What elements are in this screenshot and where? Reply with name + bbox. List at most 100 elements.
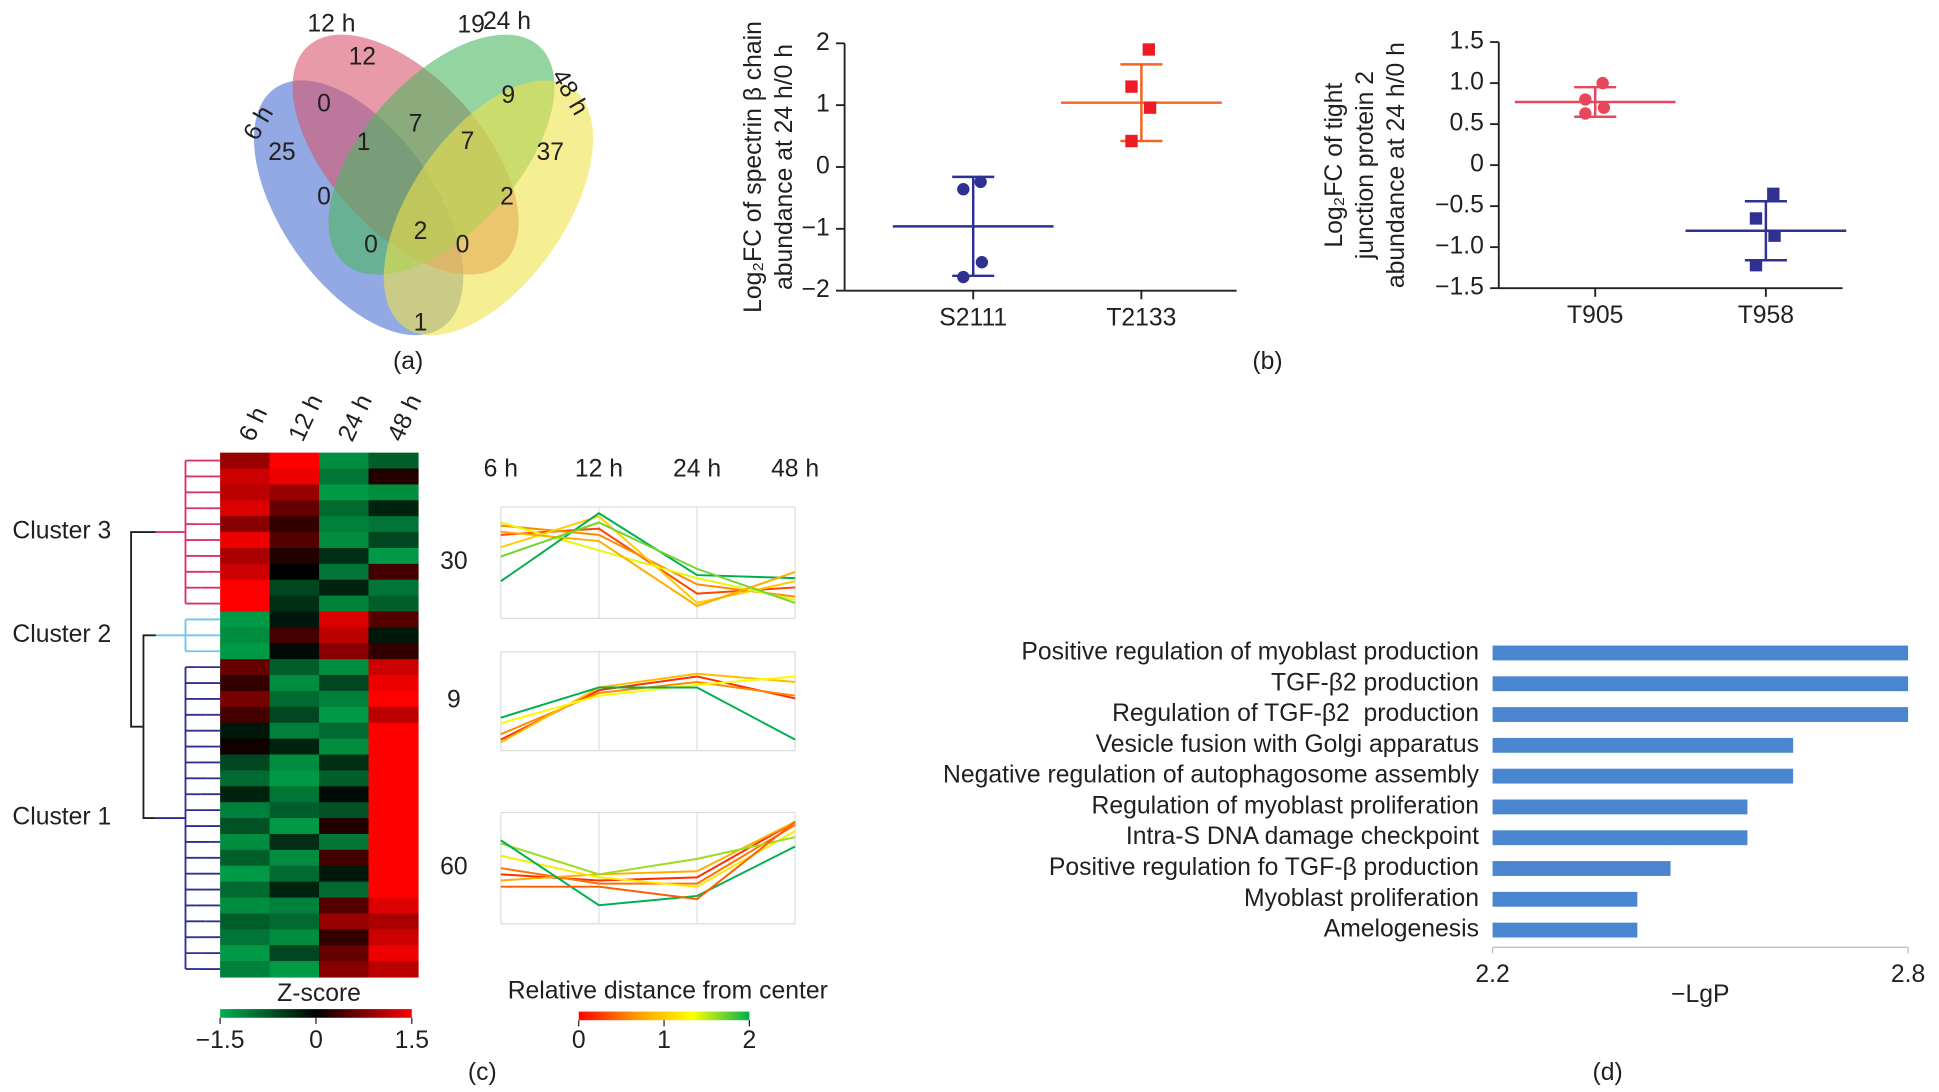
heatmap-cell: [368, 818, 419, 835]
category-label: Negative regulation of autophagosome ass…: [943, 762, 1480, 789]
heatmap-cell: [368, 452, 419, 470]
heatmap-cell: [269, 532, 320, 549]
data-point: [1767, 187, 1780, 201]
heatmap-cell: [269, 738, 320, 756]
heatmap-cell: [368, 786, 419, 803]
heatmap-cell: [220, 881, 271, 899]
heatmap-cell: [220, 706, 271, 724]
region-count: 1: [357, 129, 371, 156]
profile-line: [500, 521, 796, 604]
heatmap-cell: [269, 579, 320, 597]
data-point: [1125, 134, 1138, 148]
heatmap-cell: [220, 611, 271, 629]
x-tick-label: S2111: [939, 305, 1007, 332]
region-count: 2: [414, 218, 428, 245]
heatmap-cell: [319, 690, 370, 708]
bar: [1492, 891, 1638, 907]
data-point: [1597, 101, 1611, 114]
heatmap-cell: [319, 865, 370, 883]
heatmap-cell: [368, 849, 419, 867]
heatmap-cell: [368, 897, 419, 915]
profile-line: [500, 820, 796, 901]
heatmap-cell: [269, 611, 320, 629]
column-label: 24 h: [333, 391, 378, 446]
heatmap-cell: [269, 675, 320, 692]
panel-label: (a): [393, 348, 423, 375]
heatmap-cell: [220, 659, 271, 676]
heatmap-cell: [220, 516, 271, 533]
heatmap-cell: [220, 833, 271, 851]
heatmap-cell: [368, 706, 419, 724]
category-label: Vesicle fusion with Golgi apparatus: [1096, 731, 1479, 758]
heatmap-cell: [319, 452, 370, 470]
column-label: 48 h: [383, 391, 428, 446]
category-label: Positive regulation fo TGF-β production: [1049, 854, 1479, 881]
y-tick-label: −1.5: [1435, 274, 1484, 301]
data-point: [1596, 76, 1609, 90]
column-label: 12 h: [284, 391, 329, 446]
heatmap-cell: [319, 706, 370, 724]
heatmap-cell: [220, 627, 271, 644]
heatmap-cell: [319, 881, 370, 899]
heatmap-cell: [368, 865, 419, 883]
heatmap-cell: [220, 961, 271, 978]
heatmap-cell: [319, 786, 370, 803]
region-count: 37: [537, 139, 565, 166]
heatmap-cell: [220, 595, 271, 613]
heatmap-cell: [319, 547, 370, 565]
heatmap-cell: [368, 690, 419, 708]
heatmap-cell: [319, 611, 370, 629]
heatmap-cell: [269, 881, 320, 899]
heatmap-cell: [319, 961, 370, 978]
heatmap-cell: [319, 818, 370, 835]
region-count: 19: [457, 12, 485, 39]
profile-line: [500, 686, 796, 741]
profile-line: [500, 824, 796, 885]
profile-line: [500, 830, 796, 888]
heatmap-cell: [269, 706, 320, 724]
heatmap-cell: [220, 754, 271, 772]
x-tick-label: T2133: [1106, 305, 1176, 332]
y-axis-title: Log₂FC of spectrin β chain: [740, 21, 767, 313]
heatmap-cell: [319, 659, 370, 676]
heatmap-cell: [368, 532, 419, 549]
set-label: 24 h: [483, 8, 531, 35]
region-count: 25: [268, 139, 296, 166]
y-axis-title: junction protein 2: [1352, 71, 1379, 260]
colorbar: [220, 1009, 412, 1018]
colorbar: [578, 1011, 750, 1021]
category-label: Positive regulation of myoblast producti…: [1021, 638, 1479, 665]
x-tick-label: T958: [1738, 302, 1794, 329]
region-count: 0: [317, 183, 331, 210]
category-label: Myoblast proliferation: [1244, 885, 1479, 912]
data-point: [975, 256, 989, 269]
heatmap-cell: [368, 500, 419, 517]
heatmap-cell: [319, 595, 370, 613]
heatmap-cell: [220, 500, 271, 517]
heatmap-cell: [368, 738, 419, 756]
heatmap-cell: [269, 643, 320, 660]
heatmap-cell: [319, 945, 370, 962]
heatmap-cell: [220, 675, 271, 692]
heatmap-cell: [269, 563, 320, 581]
column-label: 6 h: [234, 403, 273, 446]
heatmap-cell: [269, 595, 320, 613]
colorbar-tick-label: 0: [572, 1027, 586, 1054]
heatmap-cell: [269, 547, 320, 565]
heatmap-cell: [269, 945, 320, 962]
column-label: 48 h: [771, 455, 819, 482]
y-tick-label: −1.0: [1435, 233, 1484, 260]
venn-set: [383, 80, 594, 336]
heatmap-cell: [220, 547, 271, 565]
heatmap-cell: [319, 500, 370, 517]
heatmap-cell: [368, 579, 419, 597]
profile-line: [500, 530, 796, 608]
y-tick-label: 1.0: [1450, 69, 1484, 96]
heatmap-cell: [368, 563, 419, 581]
heatmap-cell: [269, 770, 320, 787]
data-point: [1142, 43, 1155, 56]
x-tick-label: 2.2: [1475, 961, 1509, 988]
x-tick-label: 2.8: [1891, 961, 1925, 988]
heatmap-cell: [269, 961, 320, 978]
